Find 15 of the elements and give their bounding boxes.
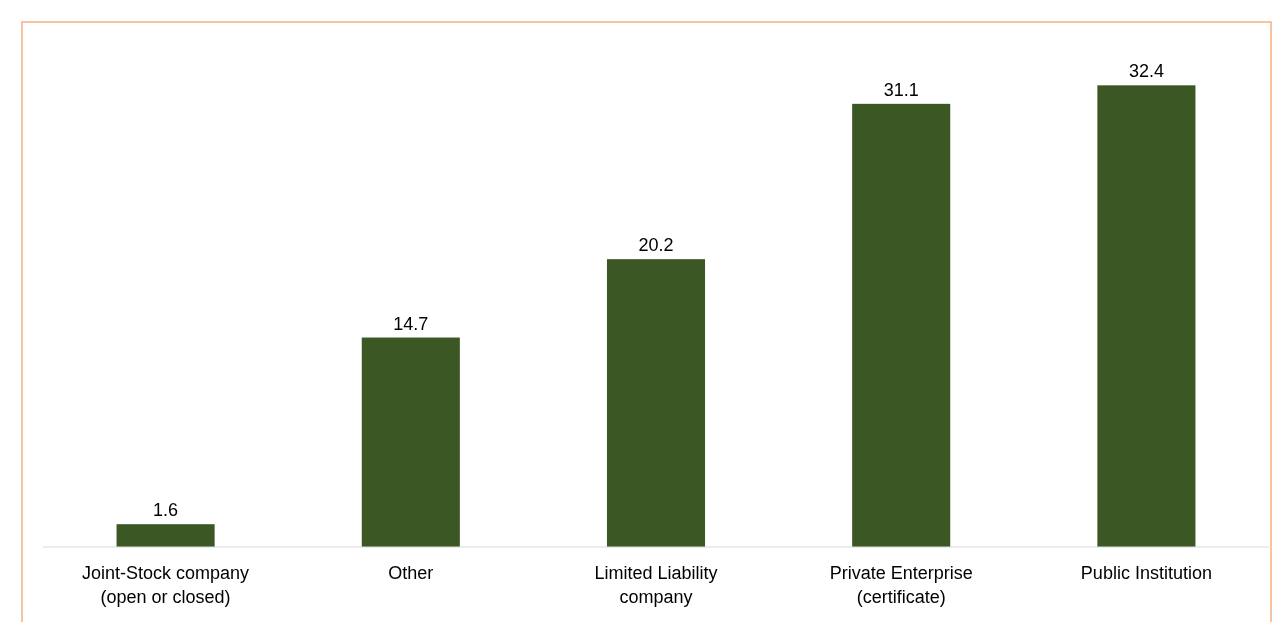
bar	[1097, 85, 1196, 547]
bar	[116, 524, 215, 547]
x-tick-label: Other	[388, 563, 434, 583]
data-label: 20.2	[638, 235, 674, 256]
data-label: 14.7	[393, 313, 429, 334]
bar	[606, 259, 706, 547]
x-tick-label: Public Institution	[1080, 563, 1212, 583]
x-tick-label: Limited Liability company	[594, 563, 718, 607]
x-tick-label: Private Enterprise (certificate)	[829, 563, 973, 607]
data-label: 31.1	[883, 79, 919, 100]
data-label: 1.6	[153, 500, 179, 521]
data-label: 32.4	[1128, 61, 1164, 82]
bar	[852, 103, 951, 547]
x-tick-label: Joint-Stock company (open or closed)	[82, 563, 250, 607]
bar	[361, 337, 460, 547]
